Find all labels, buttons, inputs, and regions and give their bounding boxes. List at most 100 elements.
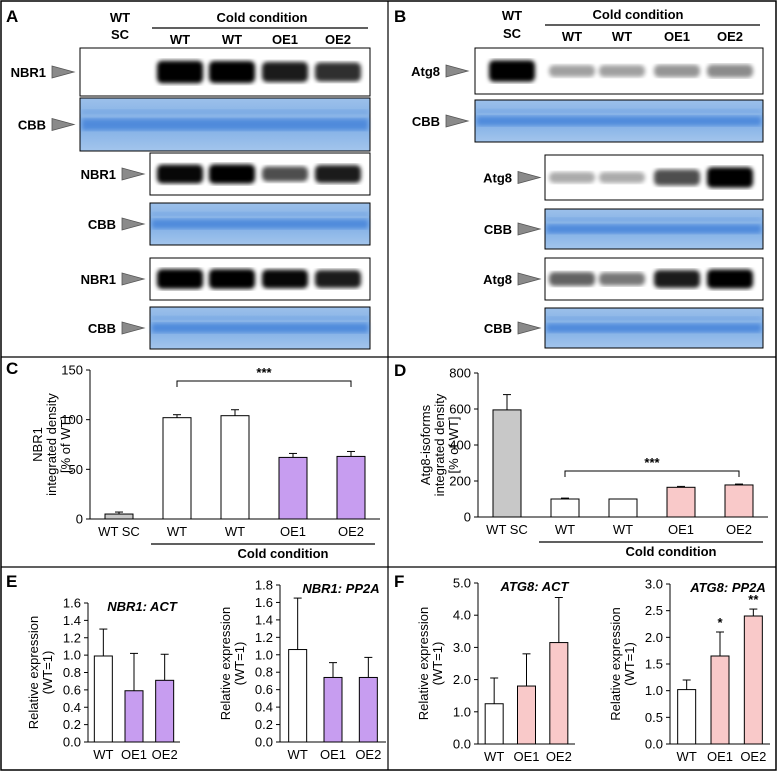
protein-band [489, 60, 535, 82]
cbb-band [547, 224, 761, 234]
blot-label: CBB [88, 217, 116, 232]
y-tick-label: 2.0 [453, 672, 471, 687]
blot-label: CBB [484, 321, 512, 336]
y-tick-label: 800 [449, 366, 471, 381]
significance-bracket [176, 380, 352, 387]
arrowhead-icon [121, 321, 146, 335]
bar [549, 642, 569, 745]
x-tick-label: OE2 [740, 749, 766, 764]
y-axis-label: integrated density [432, 393, 447, 496]
protein-band [157, 164, 203, 184]
arrowhead-icon [121, 167, 146, 181]
y-axis-label: Atg8-isoforms [418, 404, 433, 485]
y-tick-label: 1.0 [255, 647, 273, 662]
y-tick-label: 0.0 [63, 735, 81, 750]
y-tick-label: 5.0 [453, 576, 471, 591]
lane-label: OE2 [325, 32, 351, 47]
x-tick-label: WT [613, 522, 633, 537]
y-axis-label: (WT=1) [622, 642, 637, 686]
x-tick-label: OE2 [152, 747, 178, 762]
protein-band [599, 65, 645, 77]
western-blot: NBR1 [11, 47, 371, 97]
y-axis-label: Relative expression [218, 607, 233, 720]
cbb-band [152, 212, 368, 216]
significance-label: *** [256, 365, 272, 380]
cbb-blot: CBB [484, 307, 764, 349]
y-tick-label: 150 [61, 363, 83, 378]
panel-letter-c: C [6, 359, 18, 378]
blot-label: Atg8 [483, 171, 512, 186]
y-tick-label: 1.2 [63, 630, 81, 645]
group-label: Cold condition [626, 544, 717, 559]
cbb-band [547, 217, 761, 221]
y-tick-label: 0.0 [645, 737, 663, 752]
cbb-blot: CBB [412, 99, 764, 143]
header-wt: WT [110, 10, 130, 25]
significance-mark: ** [748, 592, 759, 607]
y-tick-label: 0.4 [63, 700, 81, 715]
blot-label: CBB [88, 321, 116, 336]
lane-label: WT [612, 29, 632, 44]
protein-band [315, 62, 361, 82]
bar-chart-f: 0.0 1.0 2.0 3.0 4.0 5.0 Relative expression (WT… [416, 576, 575, 764]
cbb-blot: CBB [88, 202, 371, 246]
lane-label: WT [222, 32, 242, 47]
bar [336, 455, 366, 520]
x-tick-label: WT [225, 524, 245, 539]
panel-letter-f: F [394, 572, 404, 591]
chart-title: NBR1: PP2A [302, 581, 379, 596]
chart-title: ATG8: PP2A [689, 580, 766, 595]
panel-a: A WT SC Cold condition WT WT OE1 OE2 NBR… [6, 7, 371, 350]
bar [743, 615, 763, 745]
y-axis-label: Relative expression [608, 607, 623, 720]
western-blot: NBR1 [81, 257, 371, 301]
protein-band [209, 269, 255, 289]
y-tick-label: 0.4 [255, 700, 273, 715]
lane-labels-b: WT WT OE1 OE2 [562, 29, 743, 44]
x-tick-label: OE1 [668, 522, 694, 537]
bar [492, 409, 522, 518]
protein-band [262, 269, 308, 289]
panel-letter-a: A [6, 7, 18, 26]
bar [710, 655, 730, 745]
x-tick-label: WT SC [98, 524, 140, 539]
y-tick-label: 0.5 [645, 710, 663, 725]
y-tick-label: 0.8 [63, 665, 81, 680]
protein-band [315, 270, 361, 288]
bar-chart-c: 0 50 100 150 NBR1 integrated density [% of WT]… [30, 363, 380, 561]
group-label: Cold condition [238, 546, 329, 561]
x-tick-label: OE2 [338, 524, 364, 539]
blot-label: NBR1 [81, 272, 116, 287]
arrowhead-icon [445, 114, 470, 128]
arrowhead-icon [445, 64, 470, 78]
blot-label: NBR1 [11, 65, 46, 80]
header-sc: SC [111, 27, 130, 42]
y-tick-label: 1.0 [63, 648, 81, 663]
x-tick-label: OE2 [726, 522, 752, 537]
protein-band [209, 164, 255, 184]
bar [288, 649, 308, 743]
cbb-blot: CBB [88, 306, 371, 350]
blot-label: CBB [412, 114, 440, 129]
lane-label: OE1 [272, 32, 298, 47]
cbb-band [82, 109, 368, 114]
y-axis-label: integrated density [44, 393, 59, 496]
western-blot: NBR1 [81, 152, 371, 196]
panel-letter-b: B [394, 7, 406, 26]
protein-band [157, 269, 203, 289]
arrowhead-icon [517, 321, 542, 335]
y-tick-label: 1.2 [255, 630, 273, 645]
bar [550, 498, 580, 518]
bar [155, 679, 175, 743]
protein-band [654, 270, 700, 288]
lane-labels-a: WT WT OE1 OE2 [170, 32, 351, 47]
arrowhead-icon [51, 65, 76, 79]
bar-chart-e: 0.0 0.2 0.4 0.6 0.8 1.0 1.2 1.4 1.6 Relative expr… [26, 596, 180, 762]
cbb-band [477, 116, 761, 126]
cbb-blot: CBB [484, 208, 764, 250]
bar [162, 417, 192, 520]
bar [323, 676, 343, 743]
y-tick-label: 0.6 [255, 682, 273, 697]
y-tick-label: 0.8 [255, 665, 273, 680]
